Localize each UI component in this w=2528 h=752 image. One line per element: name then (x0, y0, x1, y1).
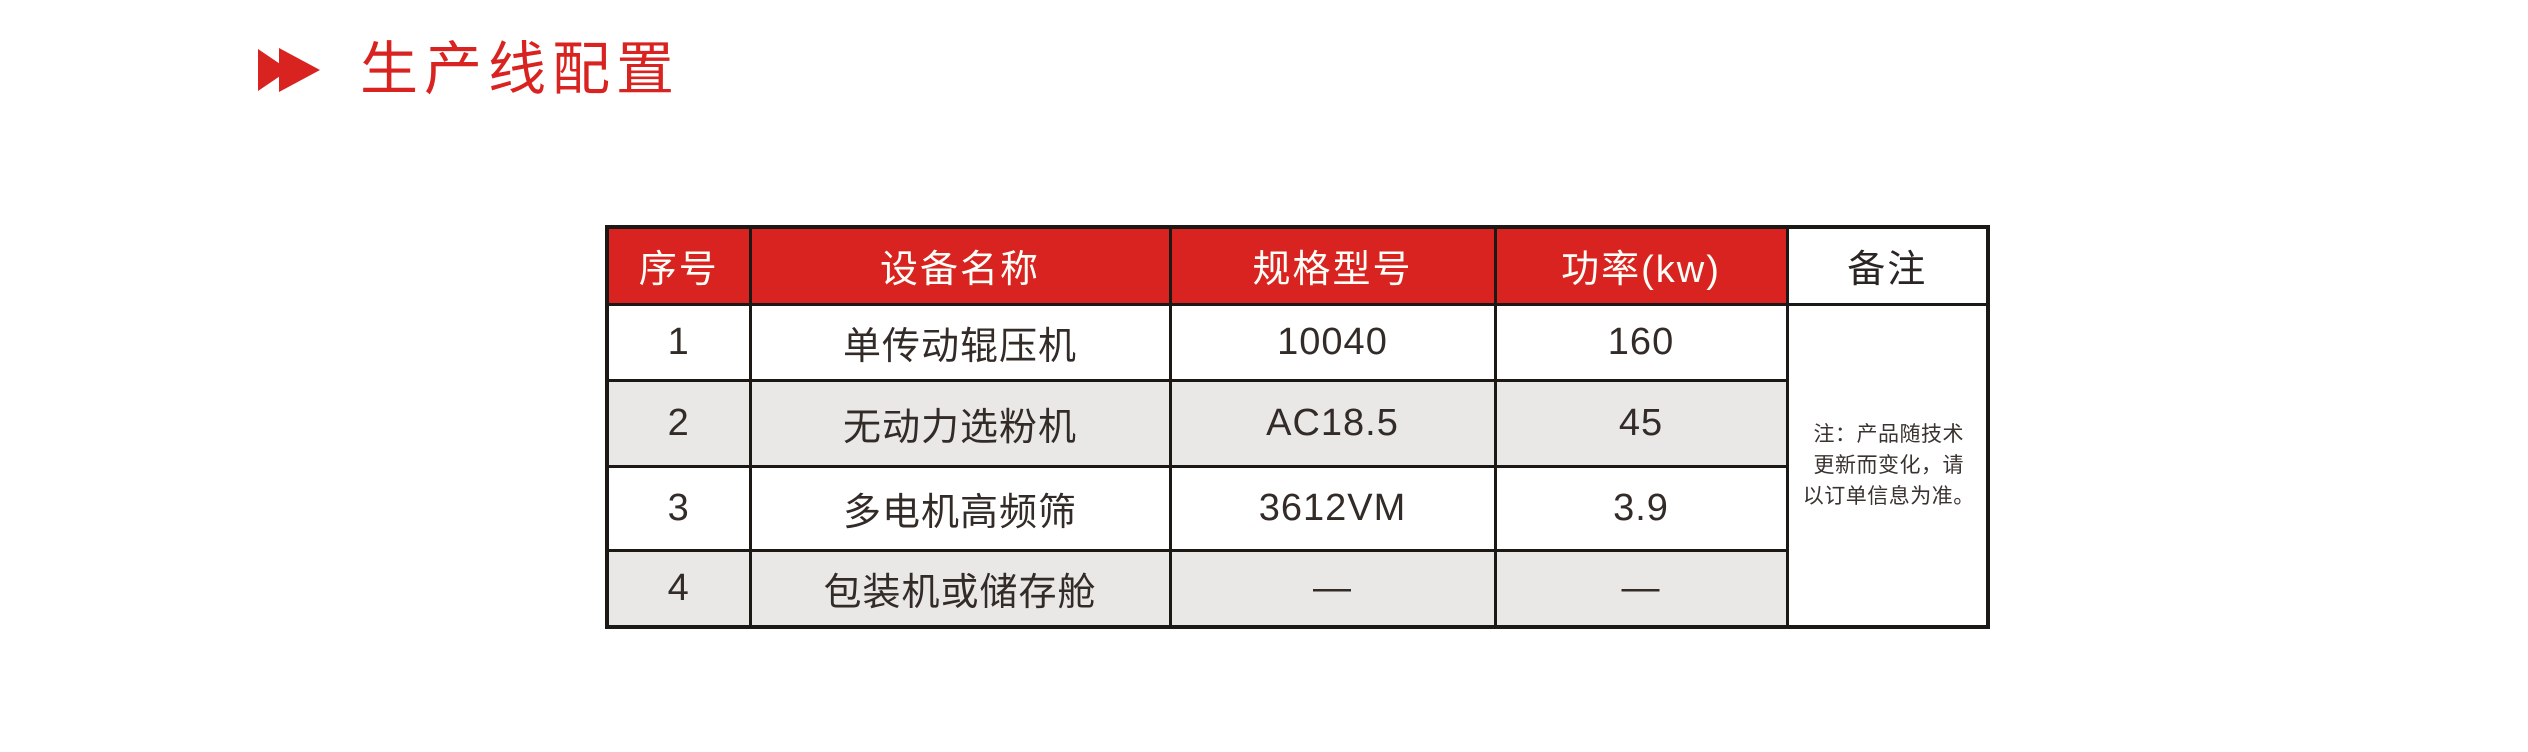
cell-model: 3612VM (1168, 464, 1497, 552)
remark-line: 注：产品随技术 (1813, 422, 1964, 446)
production-line-table-wrap: 序号 设备名称 规格型号 功率(kw) 备注 1 单传动辊压机 10040 16… (605, 225, 1990, 629)
cell-no: 1 (605, 302, 752, 382)
table-row: 4 包装机或储存舱 — — (605, 548, 1988, 629)
cell-name: 无动力选粉机 (748, 378, 1172, 468)
col-header-power: 功率(kw) (1493, 225, 1789, 306)
table-row: 2 无动力选粉机 AC18.5 45 (605, 378, 1988, 468)
cell-model: — (1168, 548, 1497, 629)
cell-no: 3 (605, 464, 752, 552)
cell-power: 45 (1493, 378, 1789, 468)
cell-name: 单传动辊压机 (748, 302, 1172, 382)
table-row: 3 多电机高频筛 3612VM 3.9 (605, 464, 1988, 552)
cell-no: 4 (605, 548, 752, 629)
table-row: 1 单传动辊压机 10040 160 注：产品随技术 更新而变化，请 以订单信息… (605, 302, 1990, 629)
remark-line: 以订单信息为准。 (1802, 484, 1975, 508)
double-arrow-icon (258, 48, 320, 92)
table-header-row: 序号 设备名称 规格型号 功率(kw) 备注 (605, 225, 1990, 306)
cell-no: 2 (605, 378, 752, 468)
col-header-no: 序号 (605, 225, 752, 306)
production-line-table: 序号 设备名称 规格型号 功率(kw) 备注 1 单传动辊压机 10040 16… (605, 225, 1990, 629)
cell-power: 3.9 (1493, 464, 1789, 552)
cell-power: 160 (1493, 302, 1789, 382)
cell-model: 10040 (1168, 302, 1497, 382)
cell-power: — (1493, 548, 1789, 629)
cell-name: 多电机高频筛 (748, 464, 1172, 552)
remark-cell: 注：产品随技术 更新而变化，请 以订单信息为准。 (1785, 302, 1990, 629)
col-header-model: 规格型号 (1168, 225, 1497, 306)
cell-name: 包装机或储存舱 (748, 548, 1172, 629)
section-title: 生产线配置 (258, 36, 680, 104)
cell-model: AC18.5 (1168, 378, 1497, 468)
page-title: 生产线配置 (360, 37, 681, 102)
col-header-remark: 备注 (1785, 225, 1990, 306)
col-header-name: 设备名称 (748, 225, 1172, 306)
remark-line: 更新而变化，请 (1813, 453, 1964, 477)
